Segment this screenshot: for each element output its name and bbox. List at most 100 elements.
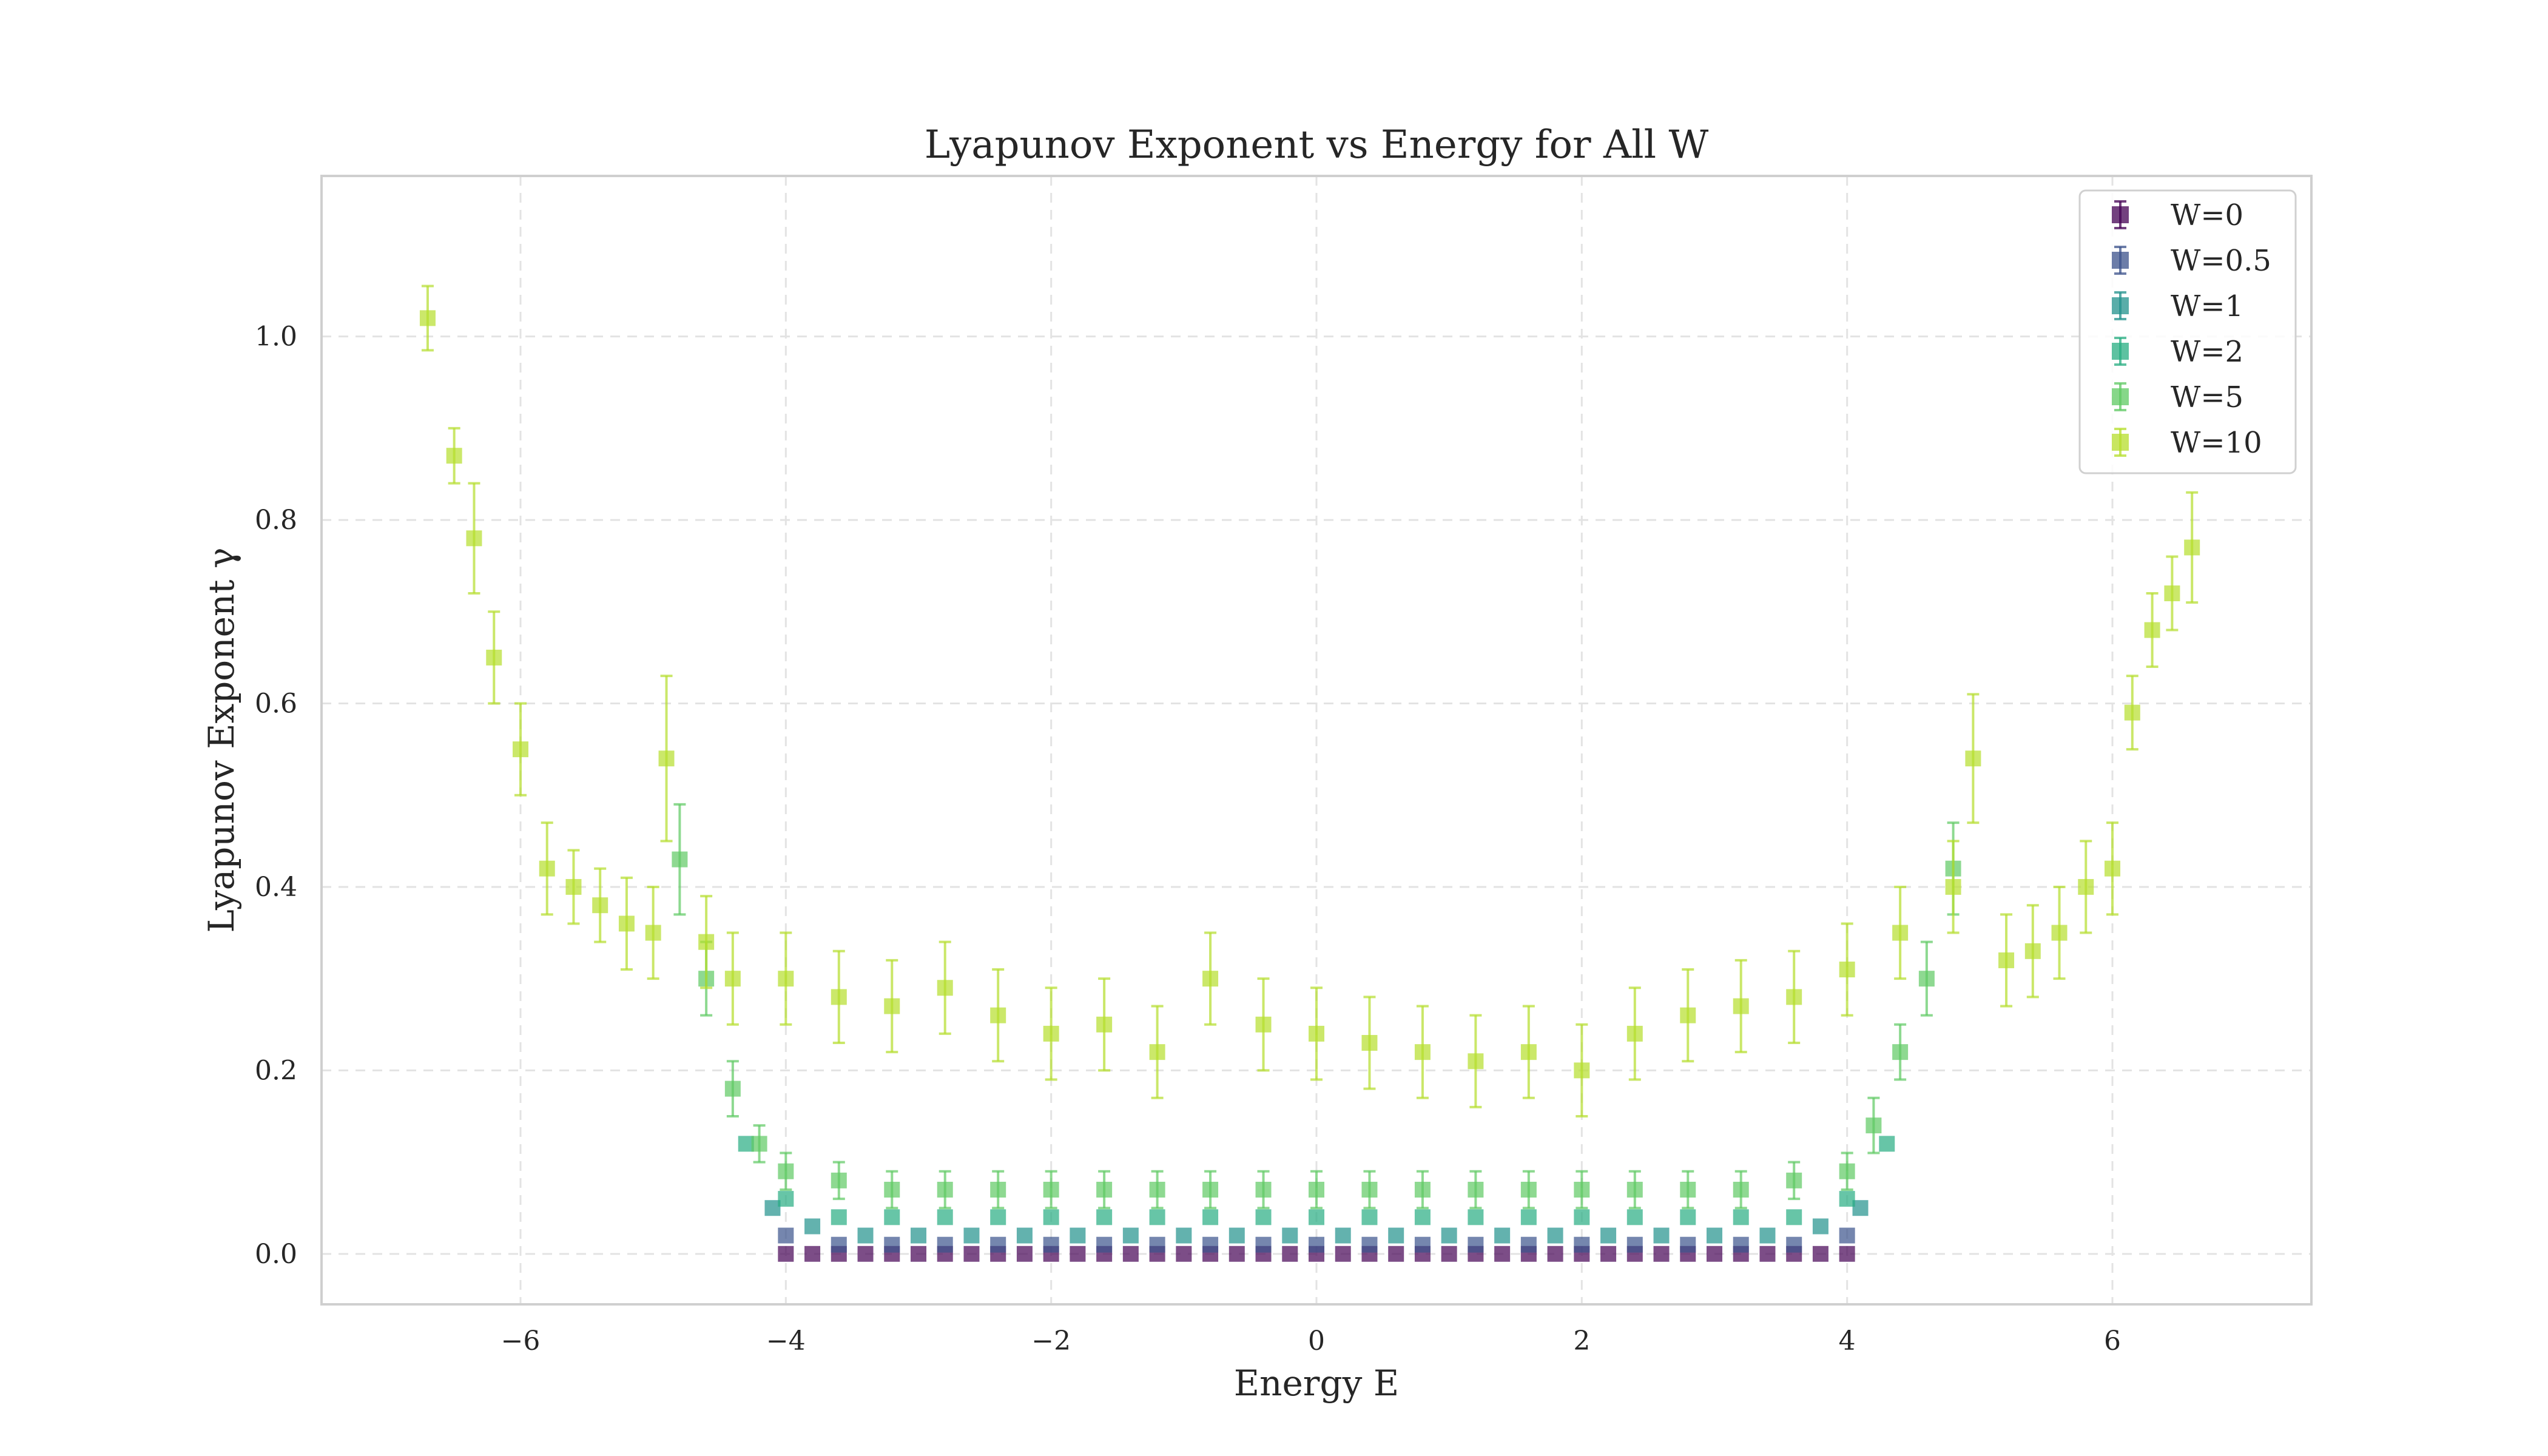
data-point — [1866, 1117, 1882, 1134]
data-point — [884, 1236, 900, 1253]
grid-lines — [322, 176, 2311, 1304]
data-point — [1626, 1181, 1643, 1198]
data-point — [1680, 1236, 1696, 1253]
x-tick-label: −2 — [1031, 1326, 1071, 1357]
data-point — [1812, 1245, 1828, 1262]
axis-ticks: −6 −4 −2 0 2 4 6 0.0 0.2 0.4 0.6 0.8 1.0 — [255, 322, 2121, 1357]
data-point — [1202, 1181, 1219, 1198]
data-point — [1520, 1181, 1537, 1198]
data-point — [1918, 971, 1935, 987]
data-point — [1414, 1236, 1431, 1253]
data-point — [1626, 1025, 1643, 1042]
data-point — [1547, 1245, 1563, 1262]
data-point — [1574, 1181, 1590, 1198]
data-point — [778, 1163, 794, 1179]
data-point — [1070, 1245, 1086, 1262]
data-point — [1468, 1181, 1484, 1198]
data-point — [1414, 1044, 1431, 1060]
data-point — [1733, 998, 1749, 1014]
y-tick-label: 0.0 — [255, 1239, 297, 1270]
data-point — [1361, 1236, 1378, 1253]
data-point — [764, 1200, 781, 1216]
data-point — [1600, 1227, 1617, 1244]
data-point — [1043, 1025, 1059, 1042]
data-point — [2105, 860, 2120, 877]
data-point — [990, 1209, 1006, 1225]
data-point — [1680, 1209, 1696, 1225]
series-w-2 — [738, 1136, 1895, 1225]
legend-entry: W=0 — [2112, 198, 2243, 232]
series-w-0-5 — [778, 1227, 1855, 1253]
data-point — [804, 1245, 821, 1262]
data-point — [1892, 925, 1909, 941]
y-tick-label: 1.0 — [255, 322, 297, 352]
legend-marker — [2112, 297, 2129, 314]
data-point — [911, 1227, 926, 1244]
data-point — [645, 925, 661, 941]
data-point — [990, 1181, 1006, 1198]
data-point — [1680, 1007, 1696, 1023]
data-point — [831, 1236, 847, 1253]
data-point — [1255, 1016, 1272, 1033]
data-point — [1879, 1136, 1895, 1152]
data-point — [884, 1209, 900, 1225]
data-point — [1653, 1245, 1670, 1262]
data-point — [1149, 1209, 1165, 1225]
legend-entry: W=5 — [2112, 380, 2243, 414]
x-tick-label: 2 — [1573, 1326, 1590, 1357]
data-point — [1494, 1227, 1511, 1244]
data-point — [1414, 1209, 1431, 1225]
data-point — [963, 1227, 980, 1244]
data-point — [419, 310, 436, 326]
data-point — [1202, 971, 1219, 987]
legend-label: W=5 — [2171, 380, 2243, 414]
data-point — [724, 1080, 741, 1097]
data-point — [1786, 989, 1802, 1005]
data-point — [1839, 1163, 1855, 1179]
data-point — [2184, 539, 2200, 556]
data-point — [1468, 1053, 1484, 1070]
data-point — [1043, 1181, 1059, 1198]
data-point — [618, 915, 635, 932]
data-point — [1149, 1236, 1165, 1253]
data-point — [1016, 1227, 1033, 1244]
data-point — [592, 897, 608, 914]
data-point — [565, 878, 582, 895]
data-point — [1998, 952, 2015, 968]
data-point — [1626, 1236, 1643, 1253]
data-point — [1786, 1209, 1802, 1225]
data-point — [1255, 1236, 1272, 1253]
y-tick-label: 0.8 — [255, 505, 297, 536]
data-point — [1839, 1191, 1855, 1207]
data-point — [937, 980, 953, 996]
legend-marker — [2112, 206, 2129, 223]
data-point — [1282, 1245, 1298, 1262]
data-point — [831, 1209, 847, 1225]
data-point — [672, 851, 688, 868]
data-point — [1309, 1181, 1324, 1198]
data-point — [1653, 1227, 1670, 1244]
data-point — [1600, 1245, 1617, 1262]
data-point — [778, 1191, 794, 1207]
data-point — [1096, 1209, 1113, 1225]
data-point — [804, 1218, 821, 1235]
x-tick-label: −6 — [501, 1326, 541, 1357]
data-point — [990, 1236, 1006, 1253]
legend-marker — [2112, 343, 2129, 360]
data-point — [466, 530, 482, 547]
data-point — [1574, 1209, 1590, 1225]
data-point — [1574, 1062, 1590, 1079]
x-tick-label: 4 — [1839, 1326, 1856, 1357]
legend-marker — [2112, 252, 2129, 269]
data-point — [698, 934, 715, 950]
series-w-10 — [419, 285, 2200, 1117]
data-point — [1096, 1236, 1113, 1253]
data-point — [1892, 1044, 1909, 1060]
legend-marker — [2112, 434, 2129, 451]
data-point — [1309, 1209, 1324, 1225]
data-point — [539, 860, 555, 877]
data-point — [1202, 1236, 1219, 1253]
data-point — [1096, 1181, 1113, 1198]
data-point — [1149, 1181, 1165, 1198]
